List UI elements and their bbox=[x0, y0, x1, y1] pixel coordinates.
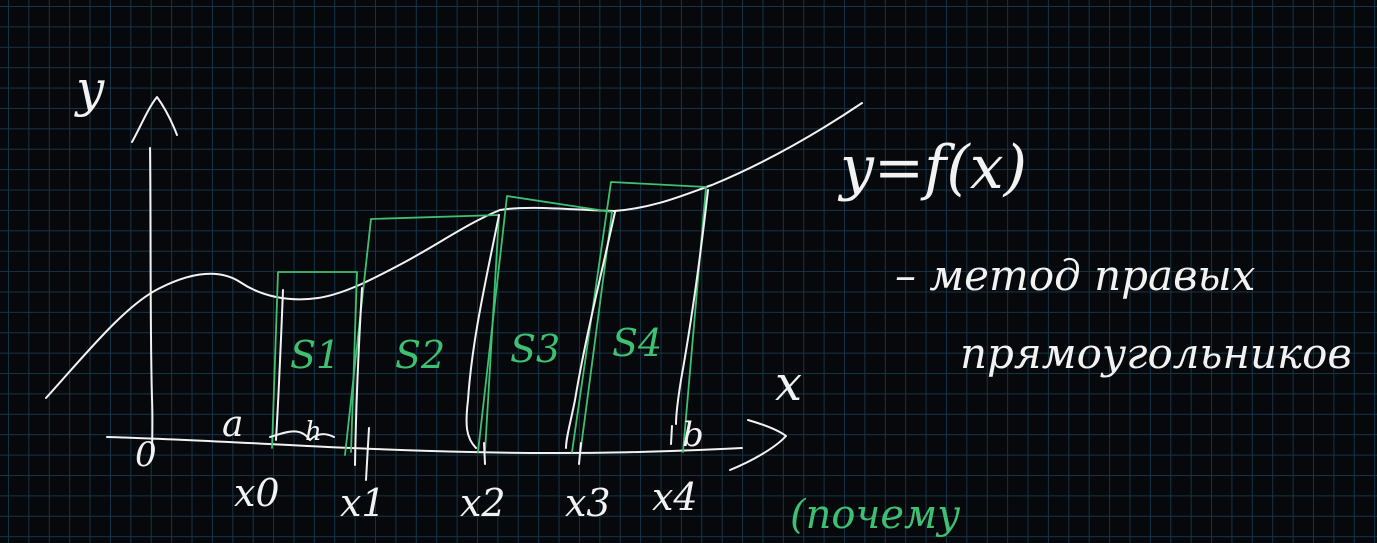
area-label-s2: S2 bbox=[395, 333, 445, 377]
origin-label: 0 bbox=[135, 435, 157, 475]
method-note-line-2: прямоугольников bbox=[960, 329, 1352, 378]
curve-label: y=f(x) bbox=[837, 133, 1027, 203]
tick-x2 bbox=[483, 442, 486, 465]
rectangle-s1 bbox=[271, 271, 358, 453]
y-axis-line bbox=[149, 147, 154, 456]
x-axis-label: x bbox=[775, 356, 802, 412]
partition-line-x3 bbox=[565, 211, 616, 449]
step-label: h bbox=[305, 417, 322, 447]
method-note-line-1: – метод правых bbox=[895, 251, 1256, 300]
tick-x3 bbox=[578, 442, 582, 465]
y-axis-label: y bbox=[74, 60, 105, 118]
x-label-2: x2 bbox=[460, 481, 506, 525]
x-axis-line bbox=[106, 436, 743, 455]
area-label-s4: S4 bbox=[612, 321, 662, 365]
tick-x1 bbox=[365, 427, 370, 481]
x-label-0: x0 bbox=[234, 471, 280, 515]
x-label-1: x1 bbox=[340, 481, 386, 525]
right-bound-label: b bbox=[682, 415, 704, 455]
partition-line-x2 bbox=[465, 214, 500, 449]
tick-x4 bbox=[670, 425, 673, 445]
rectangle-s3 bbox=[477, 195, 613, 456]
area-label-s3: S3 bbox=[510, 327, 560, 371]
function-curve bbox=[45, 102, 863, 399]
x-label-3: x3 bbox=[565, 481, 611, 525]
left-bound-label: a bbox=[222, 404, 243, 445]
y-axis-arrowhead bbox=[131, 96, 178, 143]
x-axis-arrowhead bbox=[729, 419, 787, 471]
area-label-s1: S1 bbox=[290, 333, 340, 377]
partition-line-x4 bbox=[675, 189, 709, 425]
x-label-4: x4 bbox=[652, 475, 698, 519]
partition-line-x0 bbox=[275, 289, 284, 441]
partition-line-x1 bbox=[354, 287, 363, 466]
step-bracket bbox=[269, 430, 335, 441]
green-note: (почему bbox=[790, 492, 961, 538]
